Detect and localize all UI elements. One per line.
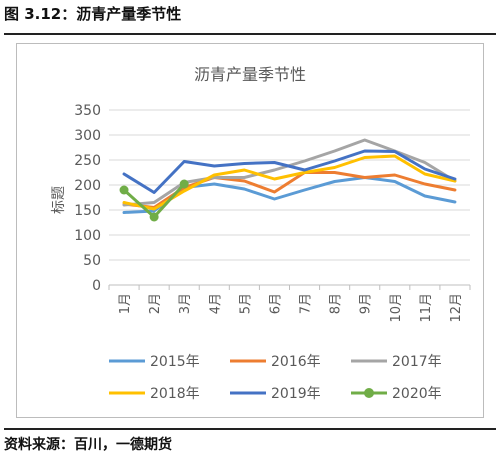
x-tick-label: 7月 xyxy=(299,293,314,314)
x-tick-label: 2月 xyxy=(148,293,163,314)
top-rule xyxy=(4,33,496,35)
x-tick-label: 8月 xyxy=(329,293,344,314)
y-axis-label: 标题 xyxy=(51,186,67,214)
legend-item: 2016年 xyxy=(230,354,321,370)
y-tick-label: 250 xyxy=(74,153,101,169)
chart-container: 沥青产量季节性 标题 0 50 100 150 200 250 300 350 1月 2月 3月 4… xyxy=(16,43,484,418)
legend-label: 2015年 xyxy=(150,354,200,370)
y-tick-label: 50 xyxy=(83,253,101,269)
x-tick-label: 12月 xyxy=(449,293,464,323)
y-tick-label: 200 xyxy=(74,178,101,194)
x-tick-label: 10月 xyxy=(389,293,404,323)
figure-title: 图 3.12：沥青产量季节性 xyxy=(4,5,182,23)
legend-item: 2020年 xyxy=(351,386,442,402)
y-tick-label: 100 xyxy=(74,228,101,244)
series-point xyxy=(179,179,189,189)
legend-label: 2016年 xyxy=(271,354,321,370)
y-tick-label: 300 xyxy=(74,128,101,144)
y-tick-label: 150 xyxy=(74,203,101,219)
legend-item: 2015年 xyxy=(109,354,200,370)
y-tick-label: 0 xyxy=(92,278,101,294)
legend-label: 2019年 xyxy=(271,386,321,402)
chart-title: 沥青产量季节性 xyxy=(194,65,306,84)
source-note: 资料来源：百川，一德期货 xyxy=(4,437,172,453)
x-tick-label: 9月 xyxy=(359,293,374,314)
x-tick-label: 5月 xyxy=(238,293,253,314)
series-lines xyxy=(119,138,457,222)
gridlines xyxy=(109,109,470,286)
bottom-rule xyxy=(4,428,496,430)
y-axis-ticks: 0 50 100 150 200 250 300 350 xyxy=(74,103,101,294)
x-tick-label: 6月 xyxy=(268,293,283,314)
legend-item: 2018年 xyxy=(109,386,200,402)
series-line xyxy=(122,154,457,211)
legend-label: 2020年 xyxy=(392,386,442,402)
series-point xyxy=(119,185,129,195)
x-tick-label: 11月 xyxy=(419,293,434,323)
x-tick-label: 1月 xyxy=(118,293,133,314)
legend-label: 2018年 xyxy=(150,386,200,402)
x-tick-label: 3月 xyxy=(178,293,193,314)
series-point xyxy=(149,212,159,222)
legend: 2015年 2016年 2017年 2018年 2019年 2020年 xyxy=(109,354,442,402)
series-line xyxy=(122,149,457,194)
legend-label: 2017年 xyxy=(392,354,442,370)
y-tick-label: 350 xyxy=(74,103,101,119)
x-axis-ticks: 1月 2月 3月 4月 5月 6月 7月 8月 9月 10月 11月 12月 xyxy=(108,285,471,323)
legend-item: 2017年 xyxy=(351,354,442,370)
line-chart: 沥青产量季节性 标题 0 50 100 150 200 250 300 350 1月 2月 3月 4… xyxy=(51,65,471,402)
x-tick-label: 4月 xyxy=(208,293,223,314)
legend-item: 2019年 xyxy=(230,386,321,402)
legend-marker xyxy=(364,388,374,398)
